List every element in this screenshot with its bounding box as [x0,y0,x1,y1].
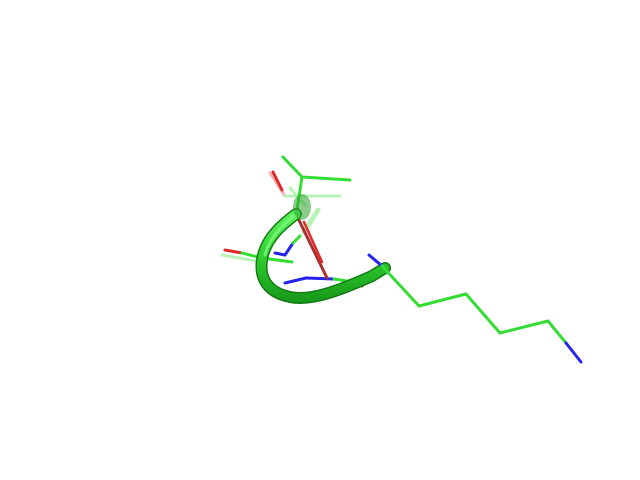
lysine-sidechain [367,253,583,364]
cartoon-backbone [255,194,391,304]
oxygen-bonds [294,212,329,280]
valine-sidechain [271,155,352,218]
tube-end-cap [293,194,311,220]
